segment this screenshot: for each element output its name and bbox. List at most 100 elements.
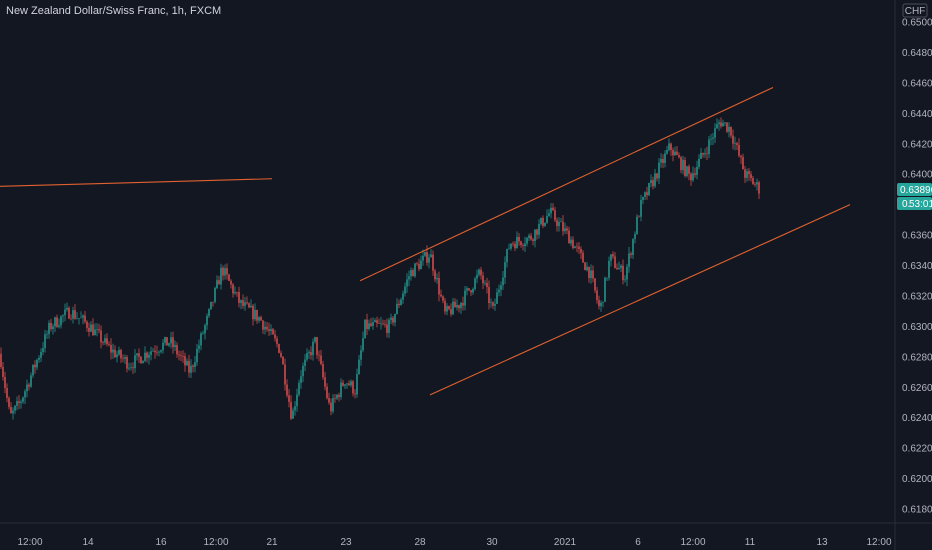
candle-117 [234, 286, 236, 295]
candle-306 [612, 251, 614, 259]
candle-271 [542, 215, 544, 229]
candle-186 [372, 317, 374, 330]
candle-34 [68, 306, 70, 320]
candle-63 [126, 355, 128, 373]
candle-122 [244, 296, 246, 311]
candle-192 [384, 320, 386, 328]
candle-125 [250, 299, 252, 308]
trendline-channel-top[interactable] [359, 86, 774, 282]
candle-255 [510, 243, 512, 251]
last-price-value: 0.63896 [900, 185, 932, 196]
candle-332 [664, 150, 666, 168]
candle-160 [320, 350, 322, 366]
candle-20 [40, 348, 42, 363]
candle-155 [310, 346, 312, 360]
candle-56 [112, 343, 114, 359]
candle-239 [478, 268, 480, 277]
candle-216 [432, 250, 434, 276]
candle-103 [206, 313, 208, 330]
candle-350 [700, 147, 702, 159]
candle-303 [606, 277, 608, 281]
candle-256 [512, 241, 514, 247]
candle-232 [464, 286, 466, 311]
candle-191 [382, 319, 384, 326]
countdown-timer: 53:01 [909, 199, 932, 210]
candle-98 [196, 344, 198, 366]
candle-330 [660, 153, 662, 168]
candle-204 [408, 270, 410, 287]
candle-275 [550, 203, 552, 219]
candle-276 [552, 203, 554, 212]
candle-220 [440, 289, 442, 298]
candle-269 [538, 219, 540, 239]
candle-129 [258, 316, 260, 323]
candle-341 [682, 155, 684, 175]
candle-288 [576, 242, 578, 253]
candle-331 [662, 154, 664, 169]
candle-54 [108, 341, 110, 347]
candle-200 [400, 297, 402, 306]
candle-242 [484, 280, 486, 286]
candle-259 [518, 233, 520, 246]
trendline-channel-bottom[interactable] [429, 204, 851, 396]
candle-222 [444, 297, 446, 315]
candle-245 [490, 298, 492, 308]
candle-329 [658, 158, 660, 185]
candle-196 [392, 316, 394, 326]
candle-211 [422, 249, 424, 266]
candle-43 [86, 320, 88, 332]
candle-308 [616, 263, 618, 270]
candle-1 [2, 362, 4, 381]
candle-353 [706, 146, 708, 161]
time-axis[interactable]: 12:00 14 16 12:00 21 23 28 30 2021 6 12:00 11 13 12:0… [17, 537, 891, 548]
candle-107 [214, 286, 216, 304]
candle-67 [134, 349, 136, 373]
candle-340 [680, 155, 682, 174]
candle-201 [402, 290, 404, 304]
candle-334 [668, 138, 670, 152]
candle-354 [708, 135, 710, 159]
candle-150 [300, 370, 302, 389]
candle-101 [202, 330, 204, 335]
time-tick-label-9: 6 [635, 537, 641, 548]
candle-299 [598, 295, 600, 310]
candle-120 [240, 299, 242, 310]
trendline-resistance[interactable] [0, 178, 273, 187]
candle-346 [692, 166, 694, 183]
candle-202 [404, 282, 406, 297]
candle-58 [116, 350, 118, 363]
countdown-partial: 0. [902, 199, 910, 210]
candle-87 [174, 340, 176, 351]
candle-156 [312, 338, 314, 361]
candle-374 [748, 167, 750, 181]
candle-254 [508, 243, 510, 250]
candle-188 [376, 316, 378, 328]
candle-11 [22, 396, 24, 404]
candle-109 [218, 275, 220, 285]
candle-251 [502, 271, 504, 290]
candle-66 [132, 362, 134, 374]
candle-262 [524, 236, 526, 253]
candle-93 [186, 358, 188, 366]
candle-230 [460, 302, 462, 314]
candle-143 [286, 379, 288, 398]
candle-313 [626, 263, 628, 287]
candle-166 [332, 394, 334, 414]
candle-168 [336, 393, 338, 400]
candle-309 [618, 261, 620, 270]
candle-106 [212, 301, 214, 307]
candle-252 [504, 256, 506, 284]
candle-38 [76, 312, 78, 320]
candle-228 [456, 299, 458, 311]
candle-48 [96, 323, 98, 337]
candle-320 [640, 194, 642, 222]
candle-187 [374, 318, 376, 323]
candle-351 [702, 152, 704, 158]
